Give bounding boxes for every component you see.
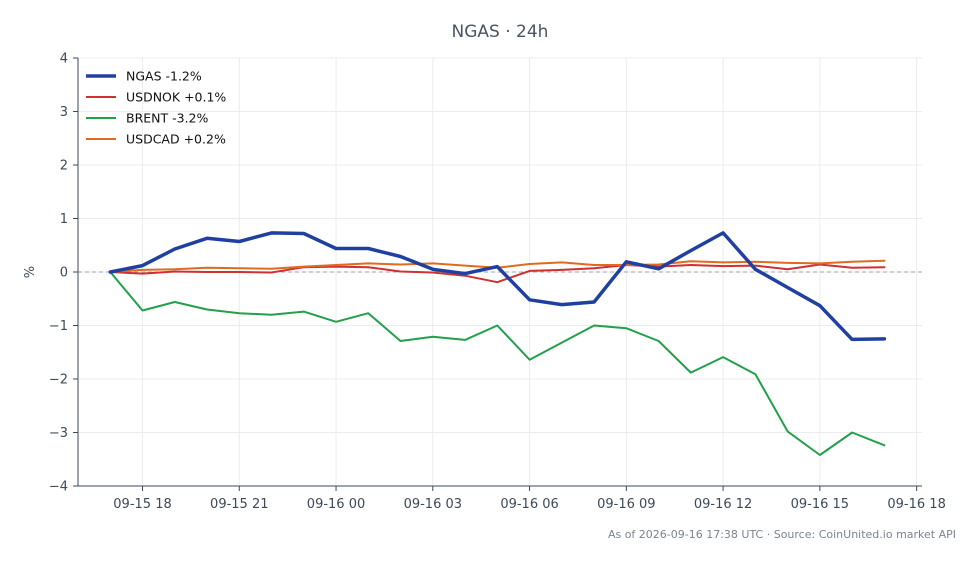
y-tick-label: 0 [60, 266, 68, 281]
legend-label: BRENT -3.2% [126, 111, 209, 126]
x-tick-label: 09-16 06 [500, 497, 558, 512]
y-tick-label: 2 [60, 159, 68, 174]
source-note: As of 2026-09-16 17:38 UTC · Source: Coi… [608, 528, 956, 541]
y-tick-label: −3 [49, 426, 68, 441]
x-tick-label: 09-16 03 [404, 497, 462, 512]
x-tick-label: 09-16 15 [791, 497, 849, 512]
legend-label: USDNOK +0.1% [126, 90, 226, 105]
y-axis-label: % [23, 266, 38, 278]
y-tick-label: 4 [60, 52, 68, 67]
x-tick-label: 09-16 09 [597, 497, 655, 512]
legend-label: NGAS -1.2% [126, 69, 202, 84]
x-tick-label: 09-16 00 [307, 497, 365, 512]
x-tick-label: 09-16 18 [887, 497, 945, 512]
y-tick-label: −1 [49, 319, 68, 334]
x-tick-label: 09-16 12 [694, 497, 752, 512]
x-tick-label: 09-15 21 [210, 497, 268, 512]
axes: 4 3 2 1 0 −1 −2 −3 −4 09-15 18 09-15 21 09-16 00 09-… [49, 52, 946, 513]
legend: NGAS -1.2% USDNOK +0.1% BRENT -3.2% USDCAD … [86, 69, 226, 147]
y-tick-label: −4 [49, 480, 68, 495]
series-line-ngas [108, 231, 887, 342]
y-tick-label: −2 [49, 373, 68, 388]
x-tick-label: 09-15 18 [113, 497, 171, 512]
series-line-usdnok [109, 263, 886, 284]
series-line-brent [109, 271, 886, 456]
legend-label: USDCAD +0.2% [126, 132, 226, 147]
y-tick-label: 3 [60, 105, 68, 120]
series-lines [108, 231, 887, 456]
chart-title: NGAS · 24h [452, 22, 549, 42]
y-tick-label: 1 [60, 212, 68, 227]
